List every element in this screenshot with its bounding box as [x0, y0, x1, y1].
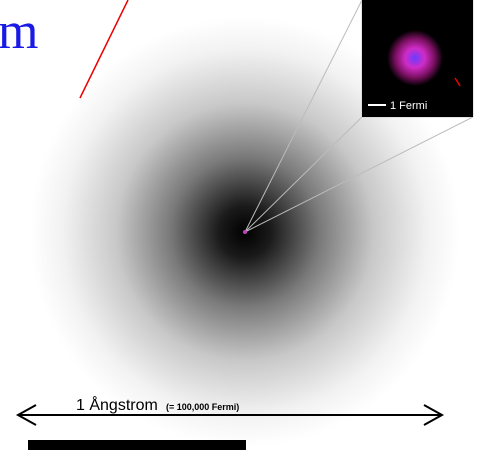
- scale-bar: [28, 440, 246, 450]
- scale-note: (= 100,000 Fermi): [166, 402, 239, 412]
- title-fragment: m: [0, 3, 38, 60]
- atom-diagram: m 1 Fermi 1 Ångstrom (= 100,000 Fermi): [0, 0, 481, 450]
- nucleus-dot: [243, 230, 247, 234]
- inset-scale-label: 1 Fermi: [390, 100, 427, 112]
- scale-label: 1 Ångstrom: [76, 395, 158, 414]
